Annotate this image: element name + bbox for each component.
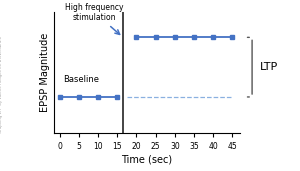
Text: 'Graphing LTP' by Valerie Hedges CC BY-NC-SA 4.0: 'Graphing LTP' by Valerie Hedges CC BY-N… <box>0 36 4 135</box>
Text: High frequency
stimulation: High frequency stimulation <box>65 3 124 34</box>
X-axis label: Time (sec): Time (sec) <box>122 154 172 164</box>
Y-axis label: EPSP Magnitude: EPSP Magnitude <box>40 33 50 112</box>
Text: Baseline: Baseline <box>63 75 99 83</box>
Text: LTP: LTP <box>260 62 278 72</box>
